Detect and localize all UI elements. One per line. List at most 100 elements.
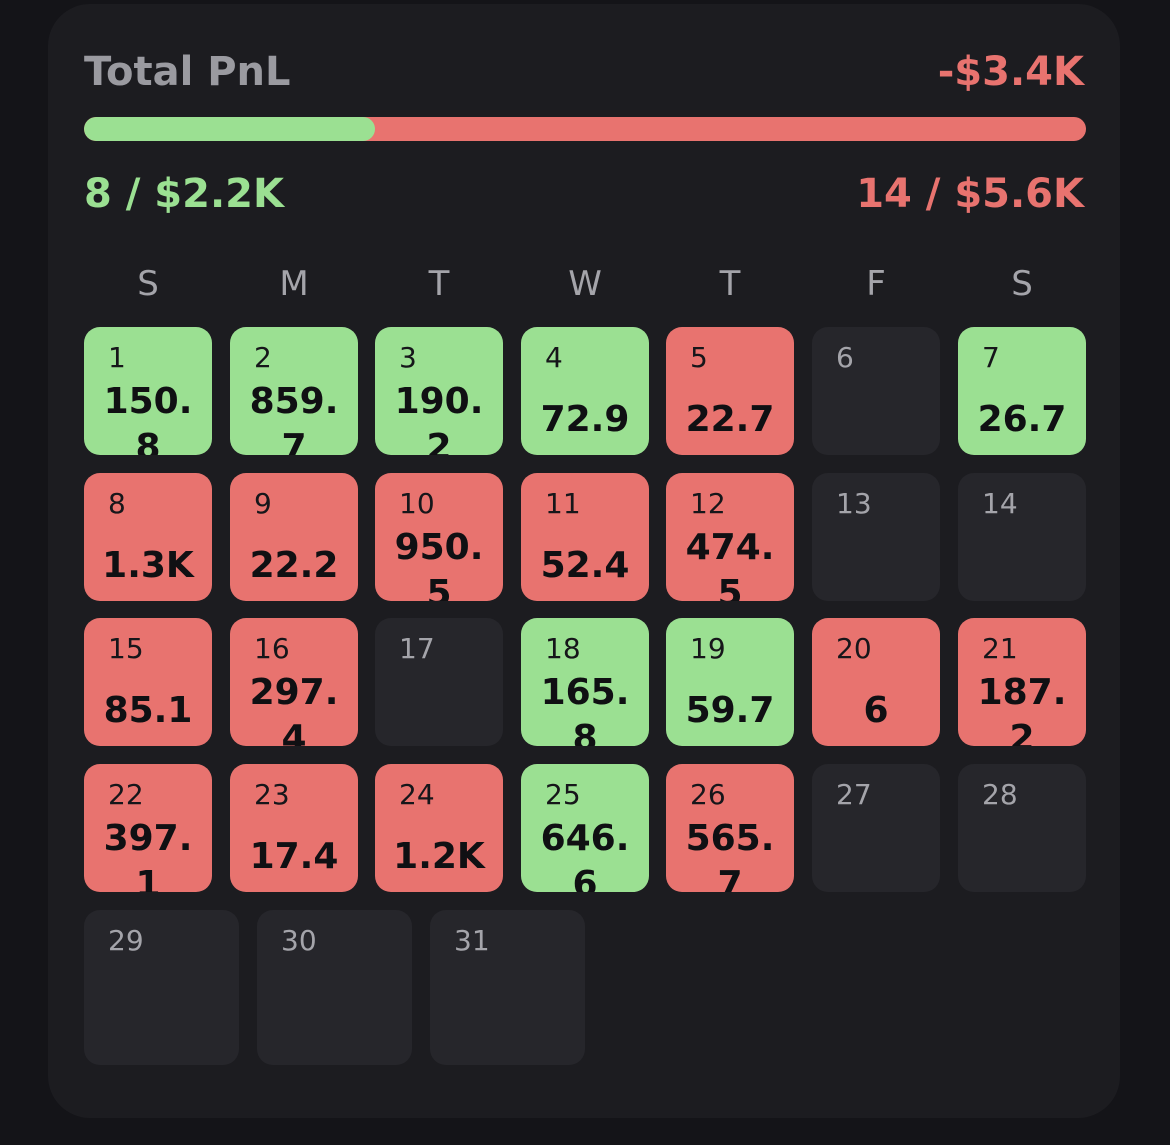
day-pnl-value: 22.7 (685, 399, 775, 440)
day-number: 30 (281, 924, 317, 957)
day-pnl-value: 190.2 (394, 381, 484, 455)
calendar-day-27[interactable]: 27 (812, 764, 940, 892)
calendar-day-12[interactable]: 12 474.5 (666, 473, 794, 601)
calendar-day-14[interactable]: 14 (958, 473, 1086, 601)
day-number: 2 (254, 341, 272, 374)
weekday-label: S (1011, 264, 1033, 304)
day-number: 31 (454, 924, 490, 957)
calendar-day-29[interactable]: 29 (84, 910, 239, 1065)
day-pnl-value: 565.7 (685, 818, 775, 892)
page-title: Total PnL (84, 49, 291, 95)
calendar-day-6[interactable]: 6 (812, 327, 940, 455)
calendar-day-2[interactable]: 2 859.7 (230, 327, 358, 455)
calendar-day-26[interactable]: 26 565.7 (666, 764, 794, 892)
win-progress-fill (84, 117, 375, 141)
calendar-day-17[interactable]: 17 (375, 618, 503, 746)
day-pnl-value: 165.8 (540, 672, 630, 746)
calendar-day-24[interactable]: 24 1.2K (375, 764, 503, 892)
calendar-day-28[interactable]: 28 (958, 764, 1086, 892)
day-pnl-value: 646.6 (540, 818, 630, 892)
pnl-header: Total PnL -$3.4K (84, 44, 1084, 100)
weekday-label: S (137, 264, 159, 304)
day-pnl-value: 52.4 (540, 545, 630, 586)
weekday-label: M (279, 264, 309, 304)
day-pnl-value: 187.2 (977, 672, 1067, 746)
day-number: 7 (982, 341, 1000, 374)
day-pnl-value: 1.3K (102, 545, 194, 586)
day-number: 27 (836, 778, 872, 811)
day-number: 22 (108, 778, 144, 811)
calendar-day-31[interactable]: 31 (430, 910, 585, 1065)
day-number: 11 (545, 487, 581, 520)
day-pnl-value: 26.7 (977, 399, 1067, 440)
calendar-day-11[interactable]: 11 52.4 (521, 473, 649, 601)
calendar-day-4[interactable]: 4 72.9 (521, 327, 649, 455)
day-number: 20 (836, 632, 872, 665)
calendar-day-18[interactable]: 18 165.8 (521, 618, 649, 746)
day-pnl-value: 397.1 (103, 818, 193, 892)
weekday-label: T (428, 264, 450, 304)
total-pnl-value: -$3.4K (937, 49, 1084, 95)
day-number: 9 (254, 487, 272, 520)
day-number: 16 (254, 632, 290, 665)
weekday-label: W (568, 264, 602, 304)
day-number: 14 (982, 487, 1018, 520)
day-number: 25 (545, 778, 581, 811)
weekday-label: F (866, 264, 886, 304)
calendar-day-23[interactable]: 23 17.4 (230, 764, 358, 892)
day-number: 1 (108, 341, 126, 374)
calendar-day-16[interactable]: 16 297.4 (230, 618, 358, 746)
loss-count-amount: 14 / $5.6K (856, 171, 1084, 217)
day-number: 17 (399, 632, 435, 665)
day-pnl-value: 22.2 (249, 545, 339, 586)
day-number: 19 (690, 632, 726, 665)
calendar-day-8[interactable]: 8 1.3K (84, 473, 212, 601)
day-number: 10 (399, 487, 435, 520)
calendar-day-25[interactable]: 25 646.6 (521, 764, 649, 892)
day-number: 5 (690, 341, 708, 374)
win-count-amount: 8 / $2.2K (84, 171, 284, 217)
day-number: 29 (108, 924, 144, 957)
day-pnl-value: 950.5 (394, 527, 484, 601)
weekday-label: T (719, 264, 741, 304)
pnl-calendar-card: Total PnL -$3.4K 8 / $2.2K 14 / $5.6K S M… (48, 4, 1120, 1118)
day-number: 13 (836, 487, 872, 520)
day-pnl-value: 297.4 (249, 672, 339, 746)
day-pnl-value: 17.4 (249, 836, 339, 877)
day-pnl-value: 72.9 (540, 399, 630, 440)
calendar-day-5[interactable]: 5 22.7 (666, 327, 794, 455)
calendar-day-13[interactable]: 13 (812, 473, 940, 601)
calendar-day-7[interactable]: 7 26.7 (958, 327, 1086, 455)
win-loss-stats: 8 / $2.2K 14 / $5.6K (84, 166, 1084, 222)
calendar-day-3[interactable]: 3 190.2 (375, 327, 503, 455)
day-number: 24 (399, 778, 435, 811)
calendar-day-15[interactable]: 15 85.1 (84, 618, 212, 746)
calendar-day-1[interactable]: 1 150.8 (84, 327, 212, 455)
day-pnl-value: 85.1 (103, 690, 193, 731)
day-number: 26 (690, 778, 726, 811)
day-pnl-value: 859.7 (249, 381, 339, 455)
day-number: 21 (982, 632, 1018, 665)
day-pnl-value: 1.2K (393, 836, 485, 877)
calendar-day-20[interactable]: 20 6 (812, 618, 940, 746)
day-pnl-value: 474.5 (685, 527, 775, 601)
day-number: 12 (690, 487, 726, 520)
day-number: 3 (399, 341, 417, 374)
day-number: 18 (545, 632, 581, 665)
day-number: 4 (545, 341, 563, 374)
calendar-day-22[interactable]: 22 397.1 (84, 764, 212, 892)
day-number: 8 (108, 487, 126, 520)
day-pnl-value: 150.8 (103, 381, 193, 455)
day-pnl-value: 6 (863, 690, 889, 731)
day-number: 28 (982, 778, 1018, 811)
day-number: 6 (836, 341, 854, 374)
calendar-day-30[interactable]: 30 (257, 910, 412, 1065)
day-pnl-value: 59.7 (685, 690, 775, 731)
calendar-day-19[interactable]: 19 59.7 (666, 618, 794, 746)
win-loss-progress-bar (84, 117, 1086, 141)
calendar-day-10[interactable]: 10 950.5 (375, 473, 503, 601)
day-number: 15 (108, 632, 144, 665)
calendar-day-21[interactable]: 21 187.2 (958, 618, 1086, 746)
calendar-day-9[interactable]: 9 22.2 (230, 473, 358, 601)
day-number: 23 (254, 778, 290, 811)
